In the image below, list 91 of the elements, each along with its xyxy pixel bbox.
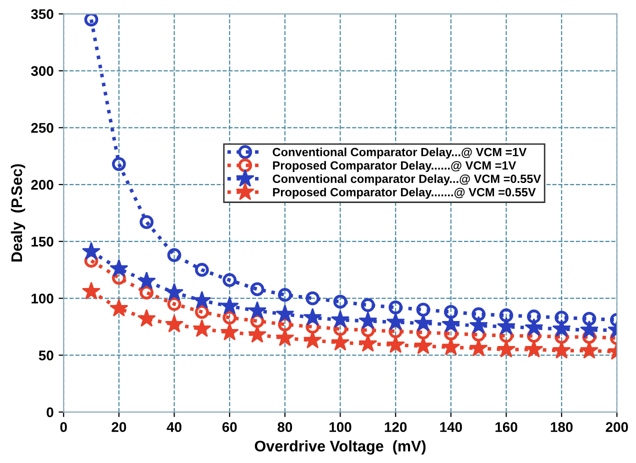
point: [360, 298, 375, 312]
point: [137, 309, 156, 327]
point: [444, 326, 458, 341]
point: [469, 316, 488, 334]
x-tick-label: 140: [440, 422, 462, 432]
point: [386, 312, 405, 330]
x-tick-label: 120: [384, 422, 407, 432]
point: [82, 242, 101, 260]
point: [167, 297, 182, 311]
point: [84, 254, 98, 268]
point: [164, 314, 184, 332]
y-tick-label: 250: [31, 122, 54, 133]
legend-label: Conventional comparator Delay...@ VCM =0.55V: [272, 174, 542, 186]
point: [358, 311, 378, 330]
point: [82, 282, 101, 300]
point: [222, 310, 237, 325]
point: [552, 319, 571, 338]
point: [526, 310, 541, 324]
point: [582, 312, 596, 326]
y-tick-label: 350: [31, 9, 54, 20]
y-tick-label: 0: [46, 407, 54, 418]
point: [444, 305, 458, 319]
x-tick-label: 100: [330, 422, 352, 432]
y-axis-title: Dealy (P.Sec): [10, 164, 26, 262]
point: [472, 307, 486, 322]
point: [472, 328, 486, 342]
point: [112, 157, 126, 172]
x-tick-label: 80: [278, 422, 292, 432]
x-axis-title: Overdrive Voltage (mV): [254, 440, 426, 455]
point: [192, 319, 212, 338]
point: [110, 259, 128, 277]
legend-label: Proposed Comparator Delay......@ VCM =1V: [273, 160, 516, 172]
point: [278, 318, 292, 332]
y-tick-label: 50: [38, 350, 54, 360]
point: [416, 302, 430, 317]
point: [388, 300, 403, 314]
point: [194, 305, 209, 319]
point: [499, 328, 514, 343]
y-tick-label: 150: [32, 236, 54, 247]
point: [222, 273, 237, 288]
x-tick-label: 60: [222, 422, 237, 432]
point: [192, 290, 212, 309]
x-tick-label: 20: [112, 422, 126, 432]
point: [140, 215, 154, 230]
point: [137, 272, 156, 290]
point: [496, 317, 516, 335]
point: [250, 314, 264, 328]
point: [248, 301, 267, 319]
legend-label: Proposed Comparator Delay.......@ VCM =0.55V: [273, 188, 536, 199]
x-tick-label: 180: [550, 422, 573, 432]
point: [554, 330, 569, 344]
legend-label: Conventional Comparator Delay...@ VCM =1V: [272, 148, 527, 159]
y-tick-label: 200: [31, 180, 54, 190]
y-tick-label: 100: [32, 294, 54, 304]
point: [276, 328, 294, 346]
point: [330, 310, 350, 328]
x-tick-label: 40: [166, 422, 182, 432]
point: [276, 304, 294, 322]
point: [164, 282, 184, 301]
point: [306, 320, 320, 334]
point: [220, 322, 239, 340]
point: [360, 323, 375, 338]
point: [140, 286, 154, 300]
x-tick-label: 200: [606, 422, 628, 432]
point: [84, 14, 98, 27]
point: [388, 324, 403, 338]
point: [414, 336, 433, 354]
point: [333, 294, 348, 309]
point: [220, 296, 239, 314]
point: [278, 288, 292, 302]
point: [442, 314, 460, 332]
point: [303, 308, 322, 326]
point: [554, 310, 569, 325]
point: [580, 320, 599, 338]
point: [110, 298, 128, 317]
point: [552, 340, 571, 359]
point: [524, 318, 544, 336]
point: [580, 340, 599, 359]
point: [526, 328, 541, 343]
y-tick-label: 300: [31, 66, 54, 76]
point: [112, 270, 126, 285]
point: [194, 262, 209, 277]
point: [582, 330, 596, 344]
x-tick-label: 160: [496, 422, 518, 432]
point: [306, 291, 320, 306]
point: [333, 322, 348, 336]
x-tick-label: 0: [60, 422, 67, 432]
point: [167, 248, 182, 262]
point: [250, 282, 264, 296]
point: [499, 308, 514, 322]
point: [330, 332, 350, 351]
